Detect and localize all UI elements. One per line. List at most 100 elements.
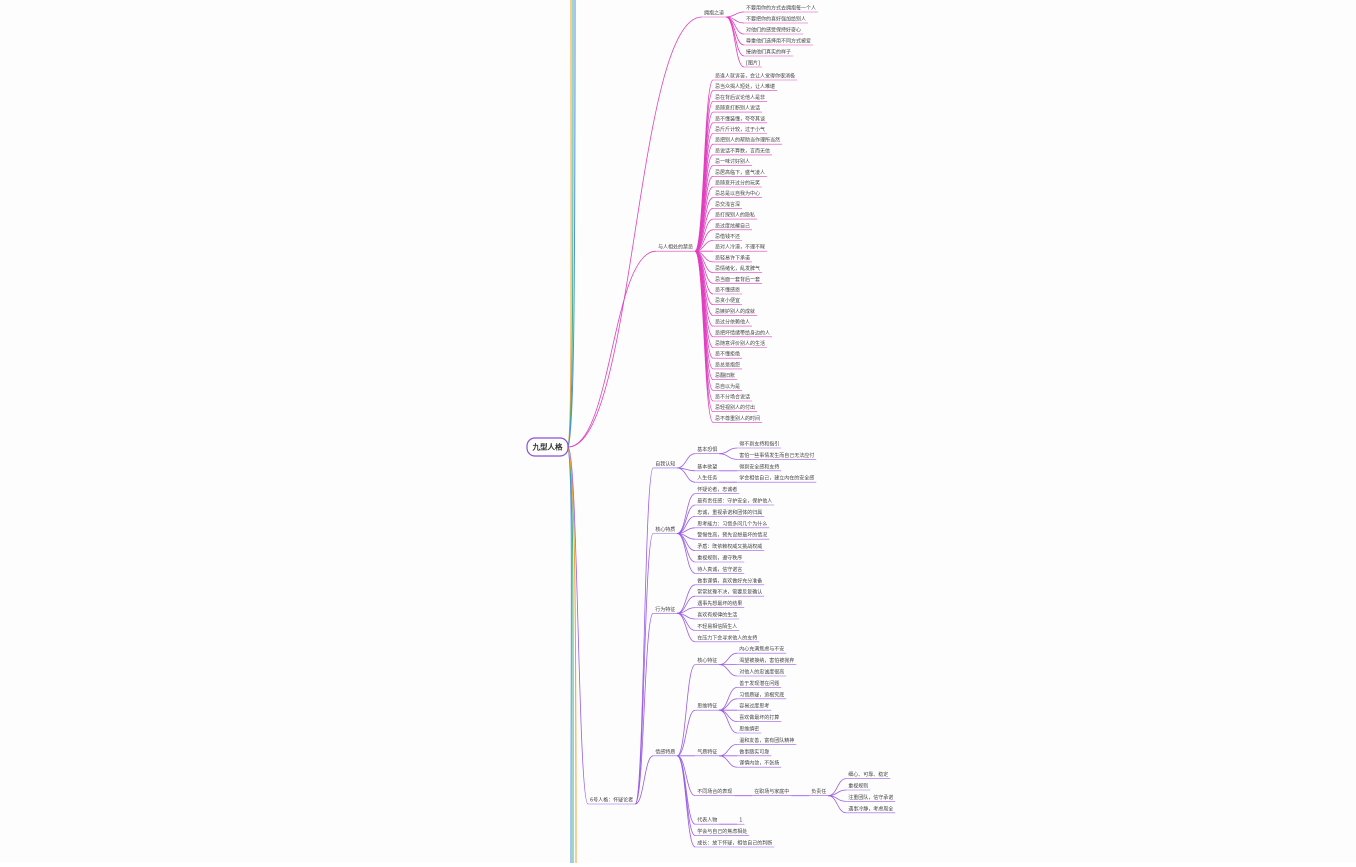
- node-label: 忌翻旧账: [715, 372, 735, 379]
- node-label: 6号人格：怀疑论者: [590, 797, 633, 804]
- node-label: 不要用你的方式去拥抱每一个人: [746, 5, 816, 12]
- node-label: 忌贪小便宜: [715, 297, 740, 304]
- node-label: 人生任务: [697, 475, 717, 482]
- node-label: 忌当面一套背后一套: [715, 276, 760, 283]
- node-label: 基本欲望: [697, 463, 717, 470]
- node-label: 学会相信自己，建立内在的安全感: [739, 475, 814, 482]
- node-label: 不要把你的喜好强加给别人: [746, 16, 806, 23]
- node-label: 忌嫉妒别人的成就: [715, 308, 755, 315]
- node-label: 警惕性高，预先设想最坏的情况: [697, 532, 767, 539]
- node-label: [图片]: [746, 60, 760, 67]
- edge: [634, 612, 654, 805]
- node-label: 忌过分依赖他人: [715, 319, 750, 326]
- branch-line: [567, 446, 577, 864]
- node-label: 常常犹豫不决，需要反复确认: [697, 589, 762, 596]
- node-label: 害怕一些事情发生而自己无法应付: [739, 452, 814, 459]
- node-label: 在压力下会寻求他人的支持: [697, 634, 757, 641]
- edge: [677, 453, 696, 469]
- node-label: 忌当众揭人短处，让人难堪: [715, 83, 775, 90]
- node-label: 拥抱之道: [704, 10, 724, 17]
- node-label: 重视规则: [848, 783, 868, 790]
- node-label: 忌把坏情绪带给身边的人: [715, 329, 770, 336]
- root-label: 九型人格: [532, 442, 563, 452]
- node-label: 遇事冷静，考虑周全: [848, 805, 893, 812]
- edge: [677, 467, 696, 483]
- node-label: 成长：放下怀疑，相信自己的判断: [697, 840, 772, 847]
- node-label: 忌总是抱怨: [715, 361, 740, 368]
- node-label: 与人相处的禁忌: [658, 244, 693, 251]
- node-label: 忌轻易许下承诺: [715, 254, 750, 261]
- node-label: 内心充满焦虑与不安: [739, 646, 784, 653]
- node-label: 气质特征: [697, 748, 717, 755]
- node-label: 忌过度炫耀自己: [715, 222, 750, 229]
- node-label: 忌自以为是: [715, 383, 740, 390]
- edge: [676, 755, 696, 848]
- node-label: 接纳他们真实的样子: [746, 49, 791, 56]
- node-label: 1: [739, 818, 742, 824]
- node-label: 情感特质: [655, 748, 675, 755]
- node-label: 遇事先想最坏的结果: [697, 600, 742, 607]
- edge: [567, 446, 589, 805]
- node-label: 做事谨慎，喜欢做好充分准备: [697, 577, 762, 584]
- node-label: 核心特质: [655, 526, 675, 533]
- node-label: 忌居高临下，盛气凌人: [715, 169, 765, 176]
- edge: [694, 218, 714, 252]
- node-label: 行为特征: [655, 606, 675, 613]
- node-label: 对他人的忠诚度很高: [739, 669, 784, 676]
- edge: [694, 250, 714, 423]
- node-label: 忌斤斤计较，过于小气: [715, 126, 765, 133]
- node-label: 忌借钱不还: [715, 233, 740, 240]
- node-label: 忌随意打断别人说话: [715, 105, 760, 112]
- edge: [567, 16, 703, 448]
- node-label: 忌逢人就诉苦，会让人觉得你很消极: [715, 73, 795, 80]
- node-label: 负责任: [811, 788, 826, 795]
- node-label: 忌不懂装懂，夸夸其谈: [715, 115, 765, 122]
- node-label: 细心、可靠、稳定: [848, 771, 888, 778]
- edge: [567, 250, 657, 448]
- edge: [719, 709, 738, 734]
- node-label: 在职场与家庭中: [754, 788, 789, 795]
- node-label: 思考能力：习惯多问几个为什么: [697, 520, 767, 527]
- node-label: 谨慎内敛，不张扬: [739, 760, 779, 767]
- edge: [828, 795, 847, 814]
- node-label: 容易过度思考: [739, 703, 769, 710]
- node-label: 得不到支持和指引: [739, 441, 779, 448]
- node-label: 代表人物: [697, 817, 717, 824]
- node-label: 矛盾：既依赖权威又挑战权威: [697, 543, 762, 550]
- edge: [635, 755, 654, 805]
- node-label: 忌不懂拒绝: [715, 351, 740, 358]
- edge: [634, 533, 654, 805]
- node-label: 不同场合的表现: [697, 788, 732, 795]
- node-label: 核心特征: [697, 657, 717, 664]
- node-label: 忌总是以自我为中心: [715, 190, 760, 197]
- node-label: 思维特征: [697, 703, 717, 710]
- node-label: 注重团队，信守承诺: [848, 794, 893, 801]
- node-label: 怀疑论者，忠诚者: [697, 486, 737, 493]
- node-label: 忌不尊重别人的时间: [715, 415, 760, 422]
- edge: [677, 533, 696, 574]
- edge: [677, 504, 696, 534]
- node-label: 忌把别人的帮助当作理所当然: [715, 137, 780, 144]
- edge: [677, 709, 696, 757]
- node-label: 学会与自己的焦虑相处: [697, 828, 747, 835]
- node-label: 基本恐惧: [697, 446, 717, 453]
- node-label: 忌打探别人的隐私: [715, 212, 755, 219]
- edge: [677, 584, 696, 614]
- node-label: 得到安全感和支持: [739, 463, 779, 470]
- edge: [677, 493, 696, 534]
- node-label: 忌不分场合说话: [715, 394, 750, 401]
- node-label: 善于发现潜在问题: [739, 680, 779, 687]
- node-label: 忌轻视别人的付出: [715, 404, 755, 411]
- node-label: 忌一味讨好别人: [715, 158, 750, 165]
- edge: [676, 664, 696, 757]
- node-label: 忌随意评价别人的生活: [715, 340, 765, 347]
- node-label: 忌随意开过分的玩笑: [715, 180, 760, 187]
- edge: [634, 467, 654, 805]
- node-label: 重视规则，遵守秩序: [697, 555, 742, 562]
- node-label: 渴望被接纳，害怕被抛弃: [739, 657, 794, 664]
- edge: [719, 664, 738, 677]
- node-label: 忠诚，重视承诺和团体的归属: [697, 509, 762, 516]
- node-label: 尊重他们选择用不同方式被爱: [746, 38, 811, 45]
